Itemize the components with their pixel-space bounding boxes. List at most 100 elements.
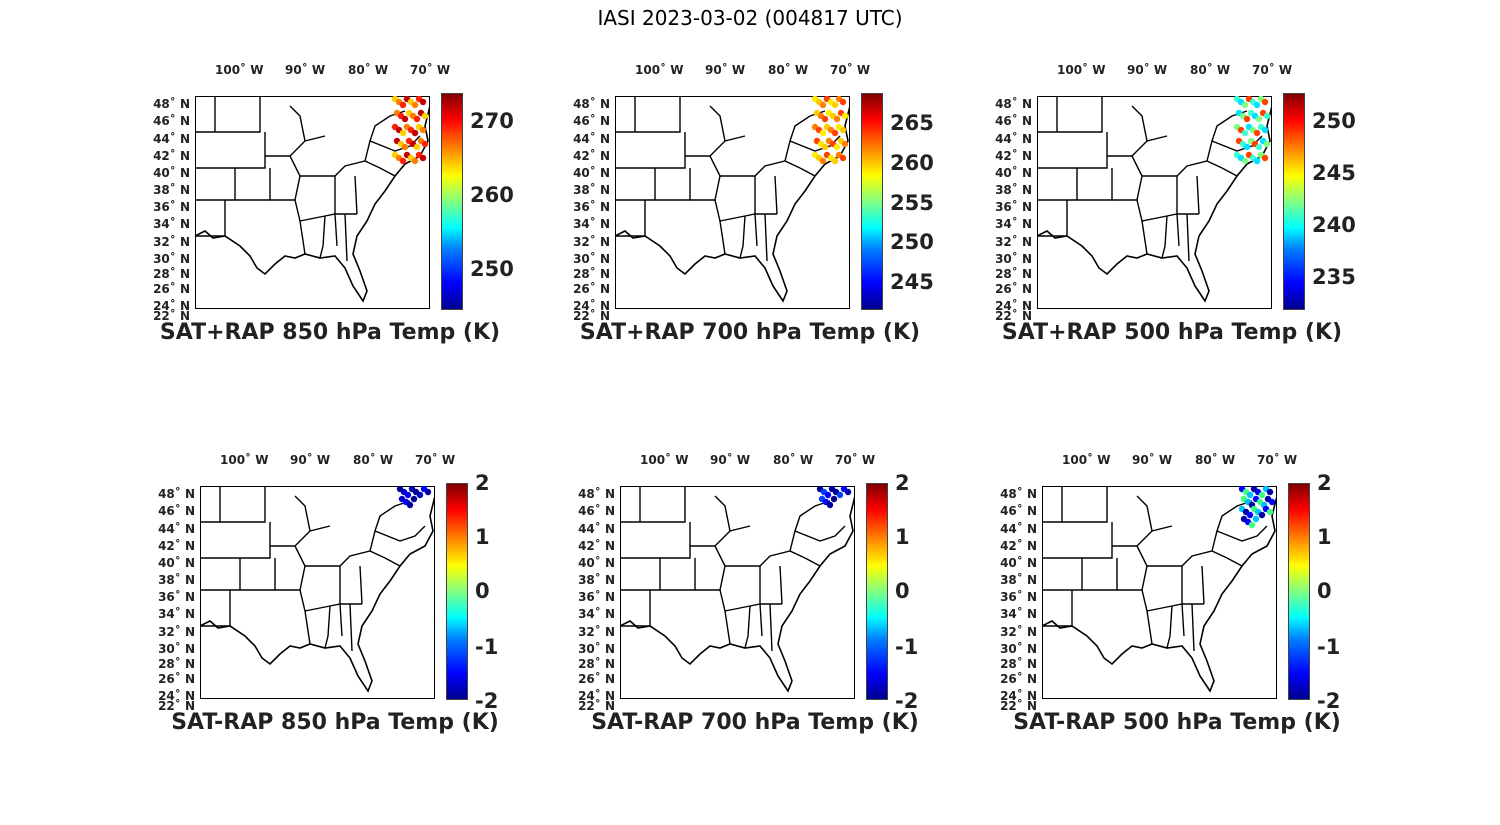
state-boundary: [1166, 605, 1173, 649]
state-boundary: [739, 215, 746, 259]
observation-point: [1255, 143, 1263, 151]
colorbar-ticks: 265 260 255 250 245: [890, 93, 970, 310]
latitude-labels: 48˚ N 46˚ N 44˚ N 42˚ N 40˚ N 38˚ N 36˚ N 34˚ N…: [535, 453, 615, 712]
state-boundary: [304, 603, 362, 612]
observation-point: [830, 495, 838, 503]
observation-point: [821, 115, 829, 123]
colorbar-tick-label: 0: [475, 579, 490, 603]
latitude-tick-label: 34˚ N: [578, 607, 615, 621]
basemap: [1037, 96, 1272, 309]
observation-point: [824, 491, 832, 499]
state-boundary: [789, 500, 831, 552]
longitude-labels: 100˚ W 90˚ W 80˚ W 70˚ W: [195, 63, 450, 81]
state-boundary: [1201, 565, 1205, 605]
latitude-tick-label: 46˚ N: [578, 504, 615, 518]
latitude-tick-label: 28˚ N: [995, 267, 1032, 281]
observation-point: [1243, 115, 1251, 123]
latitude-tick-label: 26˚ N: [158, 672, 195, 686]
longitude-tick-label: 80˚ W: [348, 63, 389, 77]
latitude-tick-label: 46˚ N: [573, 114, 610, 128]
map-panel: 100˚ W 90˚ W 80˚ W 70˚ W 48˚ N 46˚ N 44˚ N 42˚ …: [115, 453, 555, 773]
latitude-tick-label: 22˚ N: [1000, 699, 1037, 713]
map-area: [1042, 486, 1277, 699]
colorbar-tick-label: 2: [475, 471, 490, 495]
state-boundary: [384, 557, 401, 567]
observation-point: [424, 488, 432, 496]
colorbar-tick-label: -2: [475, 689, 499, 713]
observation-point: [399, 129, 407, 137]
state-boundary: [1146, 603, 1204, 612]
longitude-labels: 100˚ W 90˚ W 80˚ W 70˚ W: [615, 63, 870, 81]
state-boundary: [1216, 525, 1268, 542]
observation-point: [841, 112, 849, 120]
state-boundary: [289, 105, 306, 142]
state-boundary: [359, 565, 363, 605]
observation-point: [1241, 157, 1249, 165]
colorbar-tick-label: 0: [895, 579, 910, 603]
state-boundary: [324, 605, 331, 649]
latitude-tick-label: 38˚ N: [995, 183, 1032, 197]
longitude-tick-label: 80˚ W: [773, 453, 814, 467]
map-area: [195, 96, 430, 309]
longitude-tick-label: 80˚ W: [1190, 63, 1231, 77]
panel-caption: SAT+RAP 700 hPa Temp (K): [579, 320, 921, 345]
state-boundary: [1042, 590, 1073, 627]
state-boundary: [1141, 213, 1199, 222]
observation-point: [833, 115, 841, 123]
colorbar: [441, 93, 463, 310]
latitude-tick-label: 24˚ N: [573, 299, 610, 313]
latitude-tick-label: 46˚ N: [1000, 504, 1037, 518]
latitude-tick-label: 44˚ N: [578, 522, 615, 536]
latitude-tick-label: 22˚ N: [153, 309, 190, 323]
observation-point: [1246, 491, 1254, 499]
observation-point: [831, 101, 839, 109]
latitude-tick-label: 38˚ N: [573, 183, 610, 197]
state-boundary: [1221, 167, 1238, 177]
latitude-tick-label: 28˚ N: [158, 657, 195, 671]
latitude-tick-label: 22˚ N: [573, 309, 610, 323]
observation-point: [1261, 154, 1269, 162]
colorbar: [866, 483, 888, 700]
longitude-tick-label: 70˚ W: [835, 453, 876, 467]
state-boundary: [319, 215, 326, 259]
observation-point: [819, 157, 827, 165]
colorbar-tick-label: 270: [470, 109, 514, 133]
longitude-tick-label: 100˚ W: [640, 453, 689, 467]
coastline: [200, 486, 435, 693]
latitude-tick-label: 38˚ N: [1000, 573, 1037, 587]
state-boundary: [1161, 215, 1168, 259]
colorbar-ticks: 2 1 0 -1 -2: [475, 472, 555, 712]
latitude-tick-label: 48˚ N: [153, 97, 190, 111]
latitude-tick-label: 40˚ N: [153, 166, 190, 180]
state-boundary: [620, 590, 651, 627]
latitude-tick-label: 24˚ N: [578, 689, 615, 703]
state-boundary: [200, 486, 266, 523]
colorbar-ticks: 270 260 250: [470, 93, 550, 310]
longitude-tick-label: 90˚ W: [1132, 453, 1173, 467]
latitude-tick-label: 42˚ N: [1000, 539, 1037, 553]
longitude-tick-label: 100˚ W: [1062, 453, 1111, 467]
latitude-tick-label: 28˚ N: [153, 267, 190, 281]
state-boundary: [1042, 522, 1113, 559]
latitude-tick-label: 22˚ N: [995, 309, 1032, 323]
longitude-tick-label: 70˚ W: [410, 63, 451, 77]
latitude-tick-label: 40˚ N: [995, 166, 1032, 180]
latitude-tick-label: 46˚ N: [158, 504, 195, 518]
state-boundary: [769, 603, 773, 652]
latitude-tick-label: 28˚ N: [1000, 657, 1037, 671]
observation-point: [839, 126, 847, 134]
observation-point: [819, 129, 827, 137]
longitude-tick-label: 90˚ W: [710, 453, 751, 467]
panel-caption: SAT-RAP 850 hPa Temp (K): [171, 710, 499, 735]
observation-point: [401, 115, 409, 123]
colorbar-tick-label: 245: [1312, 161, 1356, 185]
observation-point: [399, 101, 407, 109]
observation-point: [421, 140, 429, 148]
longitude-labels: 100˚ W 90˚ W 80˚ W 70˚ W: [200, 453, 455, 471]
observation-point: [1246, 511, 1254, 519]
state-boundary: [379, 167, 396, 177]
latitude-tick-label: 26˚ N: [573, 282, 610, 296]
state-boundary: [1196, 175, 1200, 215]
observation-point: [1261, 98, 1269, 106]
colorbar-tick-label: 2: [895, 471, 910, 495]
